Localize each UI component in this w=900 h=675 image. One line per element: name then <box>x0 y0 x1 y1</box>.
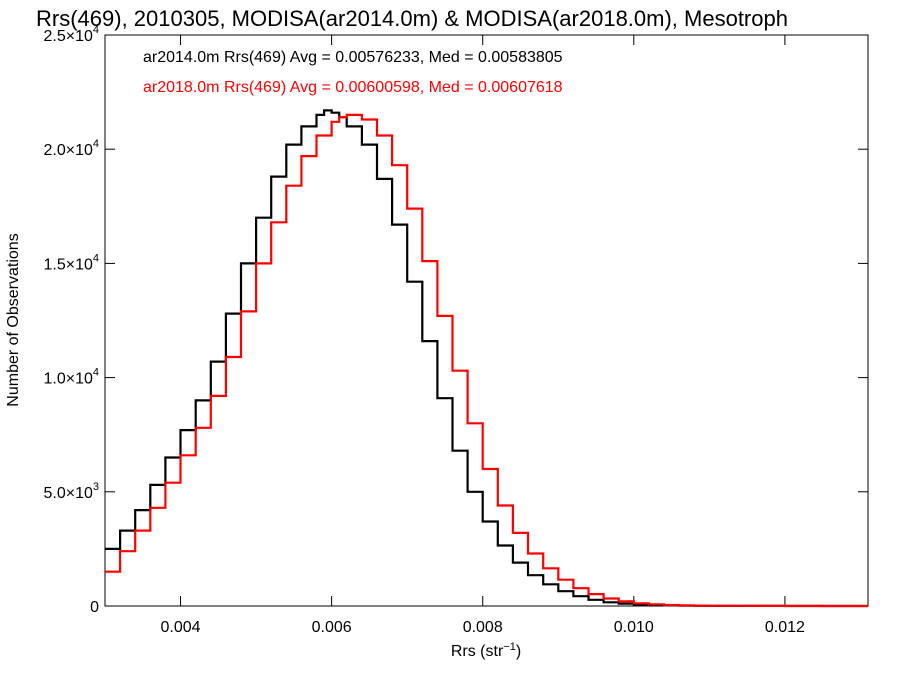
y-tick-label: 1.5×104 <box>43 252 99 273</box>
x-tick-label: 0.008 <box>463 619 503 636</box>
series-layer <box>105 109 868 608</box>
x-tick-label: 0.012 <box>765 619 805 636</box>
y-tick-label: 2.5×104 <box>43 24 99 45</box>
y-tick-label: 1.0×104 <box>43 367 99 388</box>
x-axis-label-end: ) <box>516 643 521 660</box>
x-axis-label-sup: −1 <box>503 641 516 653</box>
y-tick-label: 5.0×103 <box>43 481 99 502</box>
x-axis-label-main: Rrs (str <box>451 643 504 660</box>
x-axis-label: Rrs (str−1) <box>451 641 521 660</box>
y-axis-label: Number of Observations <box>5 233 22 406</box>
x-tick-label: 0.006 <box>312 619 352 636</box>
plot-frame <box>104 34 869 607</box>
series-line-ar2014 <box>105 109 868 608</box>
annotation-ar2014: ar2014.0m Rrs(469) Avg = 0.00576233, Med… <box>143 49 563 66</box>
annotation-ar2018: ar2018.0m Rrs(469) Avg = 0.00600598, Med… <box>143 79 563 96</box>
chart-title: Rrs(469), 2010305, MODISA(ar2014.0m) & M… <box>36 6 788 31</box>
x-tick-label: 0.004 <box>161 619 201 636</box>
x-tick-label: 0.010 <box>614 619 654 636</box>
y-tick-label: 2.0×104 <box>43 138 99 159</box>
series-line-ar2018 <box>105 113 868 608</box>
plot-axes: 0.004 0.006 0.008 0.010 0.012 0 5.0×103 1.0×104… <box>43 24 869 636</box>
y-tick-label: 0 <box>90 599 99 616</box>
